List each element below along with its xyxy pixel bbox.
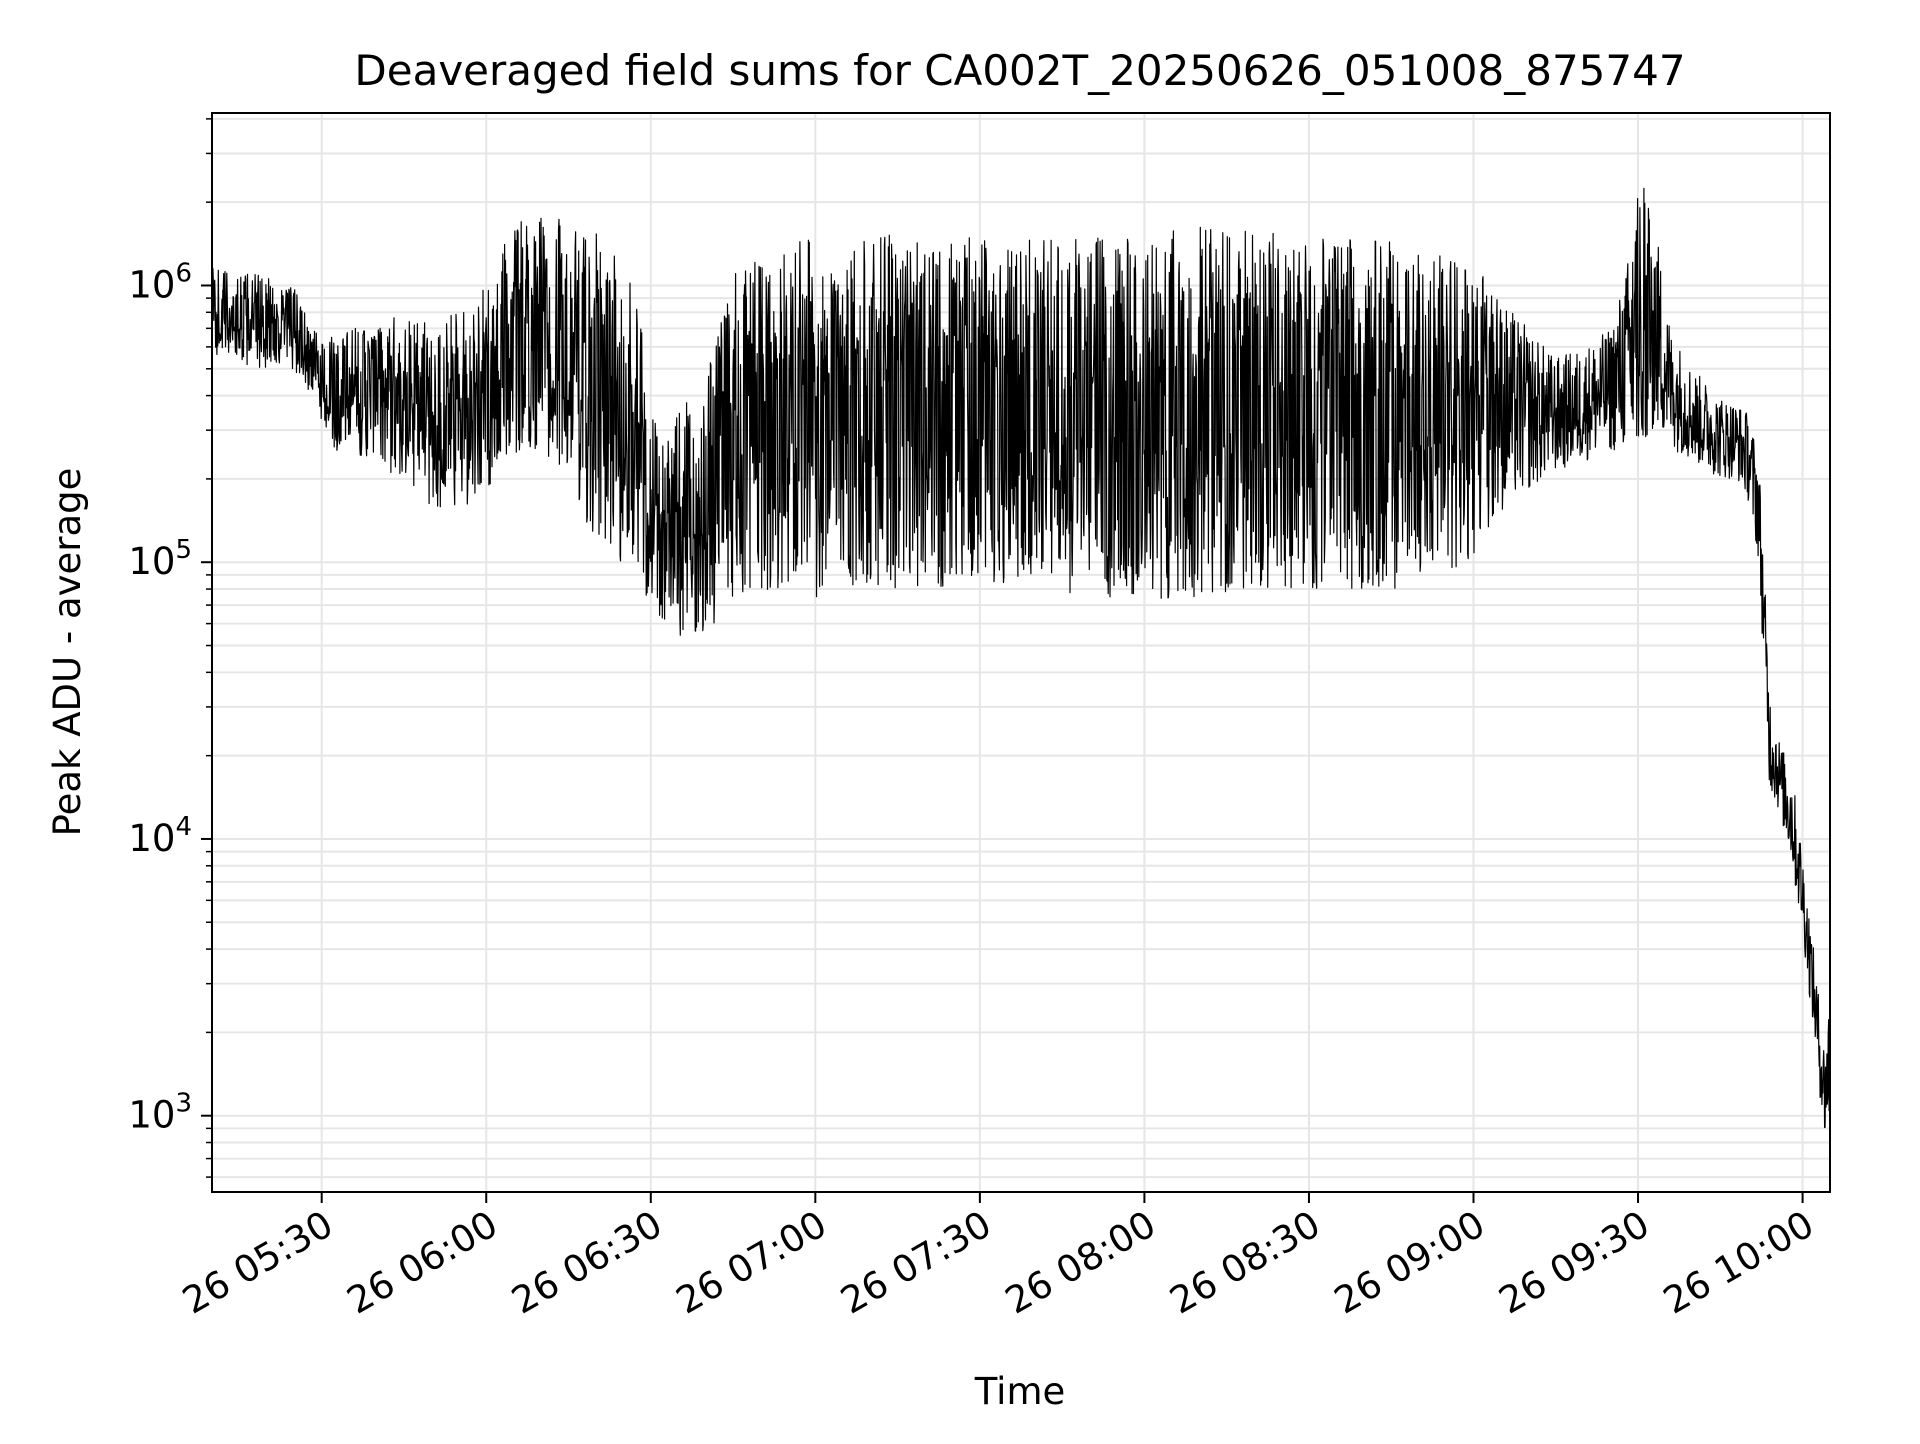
y-tick-label: 105 — [128, 535, 192, 583]
series-layer — [211, 187, 1831, 1129]
chart-title: Deaveraged field sums for CA002T_2025062… — [354, 46, 1685, 95]
series-line — [211, 187, 1831, 1129]
x-axis-label: Time — [974, 1370, 1066, 1413]
y-tick-label: 106 — [128, 258, 192, 306]
y-axis: 103 104 105 106 — [128, 118, 212, 1178]
y-tick-label: 104 — [128, 812, 192, 860]
plot-frame — [211, 112, 1831, 1193]
major-gridlines — [212, 113, 1830, 1192]
y-axis-label: Peak ADU - average — [46, 468, 89, 837]
y-tick-label: 103 — [128, 1089, 192, 1137]
